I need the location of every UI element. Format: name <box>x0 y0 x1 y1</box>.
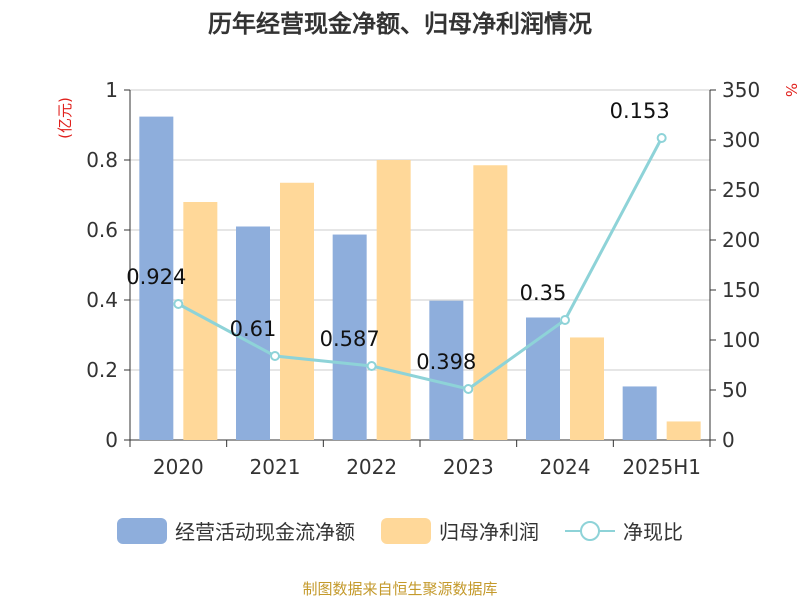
ratio-point <box>463 384 474 394</box>
y-right-tick-label: 100 <box>722 328 760 352</box>
x-tick-label: 2020 <box>153 455 204 479</box>
data-label: 0.35 <box>520 281 567 305</box>
bar-cashflow <box>332 234 367 440</box>
ratio-point <box>656 133 667 143</box>
data-label: 0.153 <box>610 99 670 123</box>
bar-cashflow <box>622 386 657 440</box>
bar-cashflow <box>526 317 560 440</box>
data-label: 0.398 <box>416 350 476 374</box>
bar-cashflow <box>429 300 464 440</box>
legend-label-net-profit: 归母净利润 <box>439 520 539 544</box>
data-label: 0.587 <box>320 327 380 351</box>
x-tick-label: 2021 <box>250 455 301 479</box>
data-label: 0.61 <box>230 317 277 341</box>
y-right-tick-label: 200 <box>722 228 760 252</box>
legend-swatch-ratio <box>565 520 615 541</box>
source-note: 制图数据来自恒生聚源数据库 <box>302 580 498 598</box>
ratio-point <box>173 299 184 309</box>
bar-net-profit <box>473 165 508 440</box>
ratio-point <box>560 315 570 325</box>
data-label: 0.924 <box>126 265 186 289</box>
y-right-axis-label: % <box>782 83 800 97</box>
bar-net-profit <box>280 182 314 440</box>
legend-label-ratio: 净现比 <box>623 520 683 544</box>
y-right-tick-label: 0 <box>722 428 735 452</box>
chart-title: 历年经营现金净额、归母净利润情况 <box>208 10 592 38</box>
legend-swatch-net-profit <box>381 517 431 544</box>
ratio-point <box>366 361 377 371</box>
ratio-line <box>177 137 663 391</box>
legend-item-cashflow[interactable]: 经营活动现金流净额 <box>117 516 355 545</box>
bar-net-profit <box>570 337 604 440</box>
legend-item-net-profit[interactable]: 归母净利润 <box>381 516 539 545</box>
y-left-tick-label: 0.6 <box>86 218 118 242</box>
y-right-tick-label: 150 <box>722 278 760 302</box>
y-right-tick-label: 300 <box>722 128 760 152</box>
y-left-tick-label: 0 <box>105 428 118 452</box>
legend-item-ratio[interactable]: 净现比 <box>565 516 683 545</box>
x-tick-label: 2022 <box>346 455 397 479</box>
y-left-tick-label: 0.4 <box>86 288 118 312</box>
x-tick-label: 2025H1 <box>622 455 701 479</box>
bar-net-profit <box>666 421 701 440</box>
legend-label-cashflow: 经营活动现金流净额 <box>175 520 355 544</box>
legend-swatch-cashflow <box>117 517 167 544</box>
x-tick-label: 2023 <box>443 455 494 479</box>
y-right-tick-label: 50 <box>722 378 747 402</box>
y-left-tick-label: 1 <box>105 78 118 102</box>
ratio-point <box>270 351 280 361</box>
bar-cashflow <box>236 226 270 440</box>
bar-cashflow <box>139 116 174 440</box>
y-left-tick-label: 0.2 <box>86 358 118 382</box>
y-left-tick-label: 0.8 <box>86 148 118 172</box>
y-right-tick-label: 250 <box>722 178 760 202</box>
bar-net-profit <box>376 160 411 440</box>
legend: 经营活动现金流净额 归母净利润 净现比 <box>0 516 800 545</box>
y-right-tick-label: 350 <box>722 78 760 102</box>
chart-plot: 0 0.2 0.4 0.6 0.8 1 0 50 100 150 200 250 300 350 2020 2… <box>56 78 800 479</box>
y-left-axis-label: (亿元) <box>56 97 74 139</box>
x-tick-label: 2024 <box>540 455 591 479</box>
